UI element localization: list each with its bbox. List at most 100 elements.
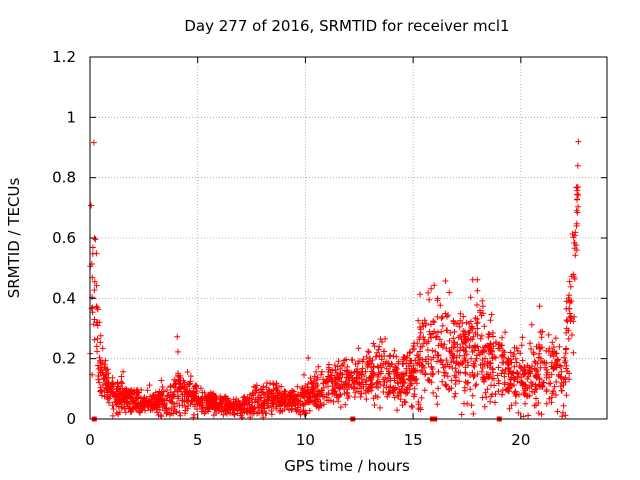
data-point	[419, 343, 426, 350]
data-point	[178, 383, 184, 390]
data-point	[386, 371, 393, 377]
data-point	[345, 382, 352, 389]
data-point	[556, 343, 563, 350]
data-point	[391, 377, 398, 384]
data-point	[493, 339, 499, 345]
data-point	[239, 407, 245, 414]
data-point	[288, 400, 294, 407]
data-point	[451, 328, 458, 335]
data-point	[478, 332, 485, 339]
data-point	[485, 334, 492, 341]
data-point	[325, 368, 332, 375]
data-point	[320, 401, 327, 408]
y-axis-title: SRMTID / TECUs	[5, 178, 23, 299]
data-point	[116, 409, 123, 416]
y-tick-label: 0	[66, 410, 76, 428]
data-point	[274, 393, 281, 399]
data-point	[575, 203, 582, 210]
data-point	[199, 389, 206, 396]
data-point	[216, 401, 223, 408]
data-point	[91, 278, 98, 285]
data-point	[90, 139, 97, 146]
data-point	[385, 368, 392, 375]
data-point	[433, 393, 440, 400]
data-point	[327, 397, 334, 404]
data-point	[548, 359, 555, 366]
data-point	[571, 273, 578, 280]
data-point	[181, 379, 188, 386]
data-point	[412, 367, 419, 374]
data-point	[412, 357, 419, 364]
data-point	[428, 285, 435, 292]
data-point	[345, 393, 352, 400]
data-point	[171, 403, 178, 410]
data-point	[537, 358, 544, 365]
data-point	[231, 411, 238, 418]
data-point	[528, 383, 535, 390]
data-point	[263, 400, 270, 407]
data-point	[452, 365, 459, 372]
data-point	[573, 220, 580, 227]
data-point	[505, 357, 512, 364]
data-point	[543, 366, 550, 373]
data-point	[182, 407, 189, 414]
data-point	[365, 385, 372, 392]
data-point	[431, 319, 438, 326]
data-point	[374, 349, 380, 356]
data-point	[563, 362, 570, 369]
data-point	[137, 409, 143, 416]
data-point	[331, 374, 338, 381]
data-point	[460, 313, 467, 320]
data-point	[176, 409, 183, 416]
data-point	[463, 344, 470, 351]
data-point	[478, 368, 485, 375]
data-point	[104, 383, 111, 390]
data-point	[459, 340, 466, 347]
data-point	[375, 346, 382, 353]
data-point	[378, 356, 385, 363]
data-point	[517, 379, 524, 386]
data-point	[102, 357, 109, 364]
data-point	[386, 384, 392, 391]
data-point	[509, 370, 516, 377]
data-point	[184, 369, 191, 375]
data-point	[97, 369, 104, 376]
data-point	[546, 345, 553, 352]
data-point	[276, 398, 283, 405]
data-point	[496, 341, 503, 348]
data-point	[515, 374, 522, 380]
data-point	[527, 340, 533, 347]
data-point	[243, 408, 250, 415]
data-point	[415, 317, 422, 324]
data-point	[207, 389, 214, 396]
data-point	[466, 329, 473, 336]
data-point	[569, 332, 575, 338]
data-point	[174, 333, 181, 340]
data-point	[448, 385, 455, 392]
data-point	[570, 318, 577, 325]
data-point	[356, 380, 362, 387]
data-point	[98, 392, 105, 399]
data-point	[171, 381, 178, 388]
data-point	[463, 319, 470, 326]
data-point	[332, 381, 339, 388]
data-point	[523, 393, 530, 400]
data-point	[341, 390, 348, 397]
data-point	[552, 350, 559, 357]
data-point	[552, 392, 559, 398]
data-point	[365, 349, 372, 356]
data-point	[443, 357, 450, 364]
data-point	[438, 328, 445, 335]
data-point	[550, 388, 557, 395]
data-point	[470, 333, 477, 340]
data-point	[413, 376, 420, 382]
data-point	[337, 404, 344, 411]
data-point	[365, 348, 372, 355]
data-point	[501, 370, 508, 377]
data-point	[416, 336, 423, 343]
data-point	[174, 400, 180, 407]
data-point	[288, 407, 295, 413]
data-point	[89, 244, 96, 251]
data-point	[202, 408, 209, 415]
data-point	[297, 402, 304, 409]
